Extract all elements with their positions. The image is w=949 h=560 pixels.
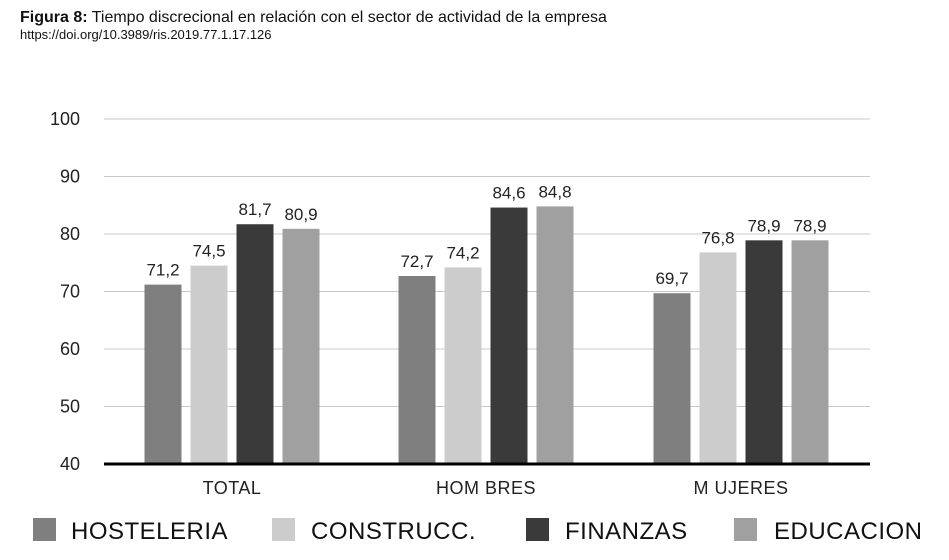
figure-title: Figura 8: Tiempo discrecional en relació… <box>20 8 607 27</box>
y-tick-label: 40 <box>60 454 80 474</box>
bar <box>536 206 574 464</box>
bar <box>791 240 829 464</box>
x-tick-label: M UJERES <box>693 478 788 498</box>
data-label: 74,2 <box>446 243 479 262</box>
data-label: 84,8 <box>538 182 571 201</box>
x-tick-label: TOTAL <box>203 478 262 498</box>
data-label: 69,7 <box>655 269 688 288</box>
data-label: 76,8 <box>701 228 734 247</box>
y-tick-label: 90 <box>60 167 80 187</box>
figure-title-text: Tiempo discrecional en relación con el s… <box>91 9 607 26</box>
data-label: 78,9 <box>747 216 780 235</box>
y-tick-label: 100 <box>50 109 80 129</box>
bar <box>190 265 228 464</box>
bar <box>236 224 274 464</box>
bars-layer <box>144 206 829 465</box>
legend-swatch <box>272 518 295 541</box>
y-tick-label: 70 <box>60 282 80 302</box>
figure-doi: https://doi.org/10.3989/ris.2019.77.1.17… <box>20 27 272 42</box>
data-label: 81,7 <box>238 200 271 219</box>
labels-layer: 40 50 60 70 80 90 100 71,2 74,5 81,7 80,9 TOTAL 72,7… <box>50 109 870 498</box>
legend-label: HOSTELERIA <box>71 518 228 545</box>
y-tick-label: 50 <box>60 397 80 417</box>
y-tick-label: 80 <box>60 224 80 244</box>
data-label: 80,9 <box>284 205 317 224</box>
figure-header: Figura 8: Tiempo discrecional en relació… <box>20 8 607 43</box>
bar <box>490 207 528 465</box>
x-tick-label: HOM BRES <box>436 478 536 498</box>
bar <box>398 275 436 464</box>
data-label: 84,6 <box>492 184 525 203</box>
legend-label: CONSTRUCC. <box>311 518 476 545</box>
legend-label: EDUCACION <box>774 518 923 545</box>
data-label: 71,2 <box>146 261 179 280</box>
data-label: 72,7 <box>400 252 433 271</box>
legend-label: FINANZAS <box>565 518 688 545</box>
bar <box>745 240 783 464</box>
bar <box>282 228 320 464</box>
legend: HOSTELERIA CONSTRUCC. FINANZAS EDUCACION <box>33 518 923 545</box>
bar <box>699 252 737 464</box>
data-label: 74,5 <box>192 242 225 261</box>
bar <box>653 293 691 464</box>
legend-swatch <box>526 518 549 541</box>
legend-swatch <box>734 518 757 541</box>
figure-label: Figura 8: <box>20 9 88 26</box>
bar <box>144 284 182 464</box>
legend-swatch <box>33 518 56 541</box>
y-tick-label: 60 <box>60 339 80 359</box>
bar <box>444 267 482 464</box>
data-label: 78,9 <box>793 216 826 235</box>
grid-layer <box>104 118 870 407</box>
